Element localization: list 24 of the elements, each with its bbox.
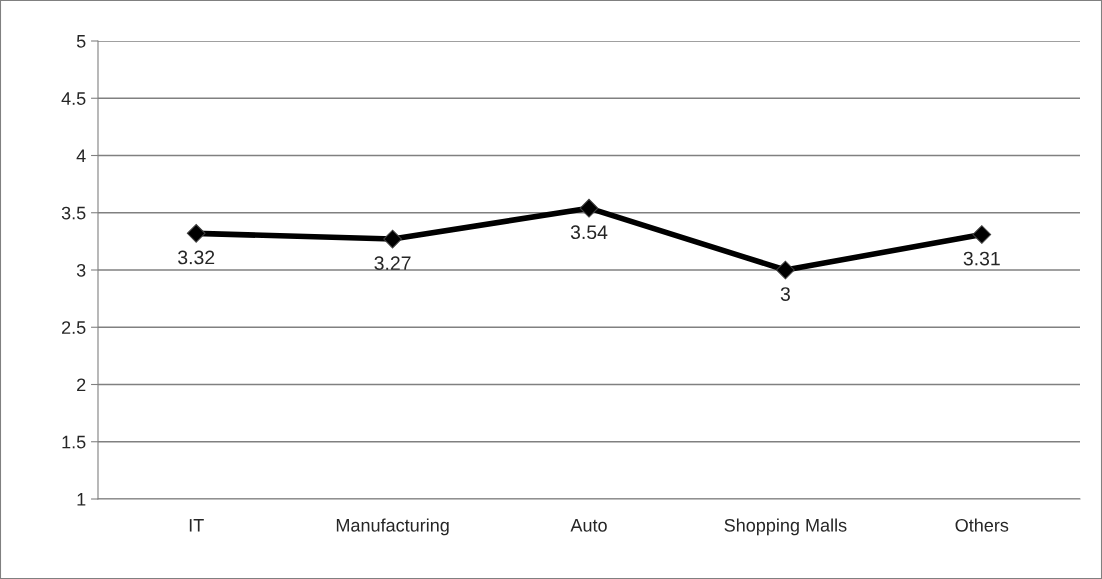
data-label: 3 (780, 287, 790, 301)
point (972, 225, 992, 244)
x-tick-label: Manufacturing (336, 518, 449, 536)
point (383, 229, 402, 249)
data-label: 3.32 (178, 250, 215, 265)
x-tick-label: IT (189, 519, 204, 532)
point (776, 260, 795, 280)
point (579, 198, 599, 218)
y-tick-label: 3 (76, 263, 86, 277)
y-tick-label: 5 (76, 35, 86, 48)
y-tick-label: 4 (76, 149, 86, 163)
data-label: 3.31 (963, 251, 1000, 266)
y-tick-label: 2 (77, 378, 86, 392)
data-label: 3.27 (374, 256, 411, 271)
x-tick-label: Auto (570, 519, 607, 532)
y-tick-label: 1 (77, 493, 86, 506)
y-tick-label: 4.5 (61, 92, 86, 105)
x-tick-label: Others (955, 518, 1009, 532)
y-tick-label: 2.5 (62, 321, 86, 334)
y-tick-label: 1.5 (62, 435, 86, 449)
point (186, 224, 206, 243)
x-tick-label: Shopping Malls (724, 518, 847, 536)
data-label: 3.54 (570, 225, 608, 240)
y-tick-label: 3.5 (61, 206, 86, 220)
